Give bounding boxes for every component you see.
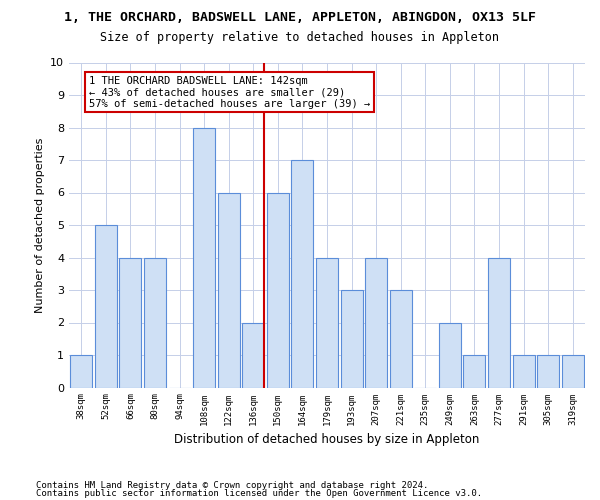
Bar bbox=[218, 192, 240, 388]
Bar bbox=[488, 258, 510, 388]
Bar bbox=[267, 192, 289, 388]
Bar bbox=[463, 355, 485, 388]
Y-axis label: Number of detached properties: Number of detached properties bbox=[35, 138, 44, 312]
Text: Contains public sector information licensed under the Open Government Licence v3: Contains public sector information licen… bbox=[36, 488, 482, 498]
Bar bbox=[95, 225, 117, 388]
Bar bbox=[562, 355, 584, 388]
Bar bbox=[341, 290, 362, 388]
Text: 1, THE ORCHARD, BADSWELL LANE, APPLETON, ABINGDON, OX13 5LF: 1, THE ORCHARD, BADSWELL LANE, APPLETON,… bbox=[64, 11, 536, 24]
Bar bbox=[316, 258, 338, 388]
X-axis label: Distribution of detached houses by size in Appleton: Distribution of detached houses by size … bbox=[175, 433, 479, 446]
Bar bbox=[389, 290, 412, 388]
Bar bbox=[512, 355, 535, 388]
Bar bbox=[119, 258, 142, 388]
Bar bbox=[365, 258, 387, 388]
Bar bbox=[144, 258, 166, 388]
Text: 1 THE ORCHARD BADSWELL LANE: 142sqm
← 43% of detached houses are smaller (29)
57: 1 THE ORCHARD BADSWELL LANE: 142sqm ← 43… bbox=[89, 76, 370, 108]
Bar bbox=[537, 355, 559, 388]
Bar bbox=[193, 128, 215, 388]
Bar bbox=[70, 355, 92, 388]
Bar bbox=[439, 322, 461, 388]
Bar bbox=[242, 322, 265, 388]
Text: Contains HM Land Registry data © Crown copyright and database right 2024.: Contains HM Land Registry data © Crown c… bbox=[36, 481, 428, 490]
Text: Size of property relative to detached houses in Appleton: Size of property relative to detached ho… bbox=[101, 31, 499, 44]
Bar bbox=[292, 160, 313, 388]
